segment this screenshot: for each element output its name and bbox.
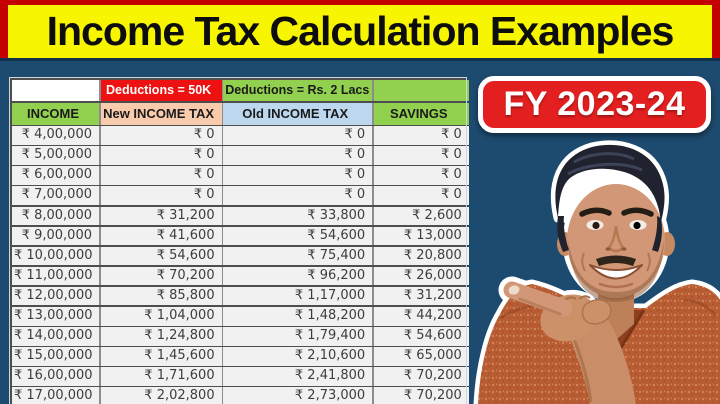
cell-new_tax: ₹ 0 [100,166,222,185]
cell-old_tax: ₹ 96,200 [223,266,373,286]
cell-income: ₹ 5,00,000 [12,146,99,165]
table-row: ₹ 5,00,000 ₹ 0 ₹ 0 ₹ 0 [12,146,469,165]
cell-new_tax: ₹ 0 [100,126,222,145]
column-header-savings: SAVINGS [373,102,469,125]
cell-savings: ₹ 0 [373,126,469,145]
table-row: ₹ 16,00,000 ₹ 1,71,600 ₹ 2,41,800 ₹ 70,200 [12,367,469,386]
table-row: ₹ 14,00,000 ₹ 1,24,800 ₹ 1,79,400 ₹ 54,600 [12,327,469,346]
cell-new_tax: ₹ 0 [100,186,222,205]
cell-new_tax: ₹ 2,02,800 [100,387,222,404]
cell-old_tax: ₹ 33,800 [223,206,373,226]
cell-savings: ₹ 0 [373,146,469,165]
cell-old_tax: ₹ 0 [223,166,373,185]
table-row: ₹ 7,00,000 ₹ 0 ₹ 0 ₹ 0 [12,186,469,205]
table-row: ₹ 15,00,000 ₹ 1,45,600 ₹ 2,10,600 ₹ 65,000 [12,347,469,366]
table-row: ₹ 12,00,000 ₹ 85,800 ₹ 1,17,000 ₹ 31,200 [12,286,469,306]
cell-income: ₹ 4,00,000 [12,126,99,145]
presenter-photo [473,140,720,404]
group-header-deductions-new: Deductions = 50K [100,80,222,101]
cell-savings: ₹ 20,800 [373,246,469,266]
cell-savings: ₹ 70,200 [373,387,469,404]
cell-income: ₹ 7,00,000 [12,186,99,205]
cell-new_tax: ₹ 1,04,000 [100,307,222,326]
cell-new_tax: ₹ 0 [100,146,222,165]
cell-income: ₹ 8,00,000 [12,206,99,226]
column-header-new-income-tax: New INCOME TAX [100,102,222,125]
cell-old_tax: ₹ 0 [223,146,373,165]
cell-income: ₹ 15,00,000 [12,347,99,366]
table-row: ₹ 6,00,000 ₹ 0 ₹ 0 ₹ 0 [12,166,469,185]
cell-income: ₹ 17,00,000 [12,387,99,404]
cell-income: ₹ 9,00,000 [12,226,99,246]
column-header-income: INCOME [12,102,99,125]
table-row: ₹ 8,00,000 ₹ 31,200 ₹ 33,800 ₹ 2,600 [12,206,469,226]
cell-savings: ₹ 2,600 [373,206,469,226]
cell-old_tax: ₹ 1,17,000 [223,286,373,306]
cell-savings: ₹ 44,200 [373,307,469,326]
cell-old_tax: ₹ 1,79,400 [223,327,373,346]
cell-income: ₹ 13,00,000 [12,307,99,326]
cell-new_tax: ₹ 1,45,600 [100,347,222,366]
cell-old_tax: ₹ 1,48,200 [223,307,373,326]
cell-old_tax: ₹ 0 [223,186,373,205]
cell-savings: ₹ 65,000 [373,347,469,366]
cell-savings: ₹ 54,600 [373,327,469,346]
cell-income: ₹ 10,00,000 [12,246,99,266]
table-body: ₹ 4,00,000 ₹ 0 ₹ 0 ₹ 0 ₹ 5,00,000 ₹ 0 ₹ 0 ₹ 0 ₹ … [12,126,469,404]
page-title: Income Tax Calculation Examples [46,8,675,54]
cell-old_tax: ₹ 0 [223,126,373,145]
cell-income: ₹ 14,00,000 [12,327,99,346]
cell-income: ₹ 12,00,000 [12,286,99,306]
table-row: ₹ 9,00,000 ₹ 41,600 ₹ 54,600 ₹ 13,000 [12,226,469,246]
table-group-header-row: Deductions = 50K Deductions = Rs. 2 Lacs [12,80,469,101]
tax-table: Deductions = 50K Deductions = Rs. 2 Lacs… [9,77,469,404]
table-row: ₹ 11,00,000 ₹ 70,200 ₹ 96,200 ₹ 26,000 [12,266,469,286]
cell-income: ₹ 16,00,000 [12,367,99,386]
cell-new_tax: ₹ 54,600 [100,246,222,266]
cell-old_tax: ₹ 54,600 [223,226,373,246]
cell-new_tax: ₹ 70,200 [100,266,222,286]
group-header-income-spacer [12,80,99,101]
pointing-hand [503,281,636,404]
table-header-row: INCOME New INCOME TAX Old INCOME TAX SAV… [12,102,469,125]
group-header-savings-spacer [373,80,469,101]
cell-savings: ₹ 70,200 [373,367,469,386]
cell-income: ₹ 6,00,000 [12,166,99,185]
cell-old_tax: ₹ 2,10,600 [223,347,373,366]
title-banner: Income Tax Calculation Examples [0,0,720,58]
cell-savings: ₹ 0 [373,186,469,205]
cell-new_tax: ₹ 31,200 [100,206,222,226]
fy-badge: FY 2023-24 [478,76,711,133]
group-header-deductions-old: Deductions = Rs. 2 Lacs [223,80,373,101]
presenter-face [555,144,675,302]
cell-income: ₹ 11,00,000 [12,266,99,286]
table-row: ₹ 13,00,000 ₹ 1,04,000 ₹ 1,48,200 ₹ 44,200 [12,307,469,326]
cell-new_tax: ₹ 1,71,600 [100,367,222,386]
table-row: ₹ 17,00,000 ₹ 2,02,800 ₹ 2,73,000 ₹ 70,200 [12,387,469,404]
cell-savings: ₹ 26,000 [373,266,469,286]
cell-savings: ₹ 0 [373,166,469,185]
cell-old_tax: ₹ 75,400 [223,246,373,266]
cell-new_tax: ₹ 1,24,800 [100,327,222,346]
column-header-old-income-tax: Old INCOME TAX [223,102,373,125]
cell-old_tax: ₹ 2,41,800 [223,367,373,386]
cell-new_tax: ₹ 41,600 [100,226,222,246]
cell-new_tax: ₹ 85,800 [100,286,222,306]
cell-savings: ₹ 13,000 [373,226,469,246]
cell-old_tax: ₹ 2,73,000 [223,387,373,404]
table-row: ₹ 4,00,000 ₹ 0 ₹ 0 ₹ 0 [12,126,469,145]
fy-badge-label: FY 2023-24 [503,85,686,123]
table-row: ₹ 10,00,000 ₹ 54,600 ₹ 75,400 ₹ 20,800 [12,246,469,266]
cell-savings: ₹ 31,200 [373,286,469,306]
